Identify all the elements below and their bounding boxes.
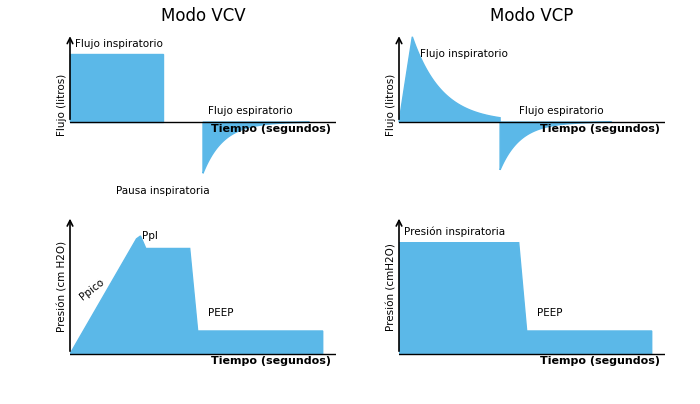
- Polygon shape: [500, 122, 612, 170]
- Text: Tiempo (segundos): Tiempo (segundos): [540, 356, 659, 366]
- Polygon shape: [399, 243, 652, 354]
- Title: Modo VCV: Modo VCV: [161, 7, 245, 25]
- Text: Ppico: Ppico: [78, 277, 106, 302]
- Text: Tiempo (segundos): Tiempo (segundos): [540, 124, 659, 135]
- Text: PEEP: PEEP: [538, 307, 563, 318]
- Text: Tiempo (segundos): Tiempo (segundos): [211, 356, 330, 366]
- Text: Flujo espiratorio: Flujo espiratorio: [519, 105, 603, 116]
- Text: Tiempo (segundos): Tiempo (segundos): [211, 124, 330, 135]
- Y-axis label: Presión (cmH2O): Presión (cmH2O): [386, 243, 396, 331]
- Polygon shape: [70, 54, 163, 122]
- Text: Flujo inspiratorio: Flujo inspiratorio: [420, 49, 508, 59]
- Y-axis label: Presión (cm H2O): Presión (cm H2O): [57, 241, 67, 332]
- Text: Presión inspiratoria: Presión inspiratoria: [405, 227, 505, 237]
- Polygon shape: [203, 122, 309, 173]
- Text: PEEP: PEEP: [209, 307, 234, 318]
- Text: Pausa inspiratoria: Pausa inspiratoria: [116, 186, 210, 196]
- Text: Flujo inspiratorio: Flujo inspiratorio: [76, 39, 163, 49]
- Y-axis label: Flujo (litros): Flujo (litros): [386, 74, 396, 136]
- Text: Flujo espiratorio: Flujo espiratorio: [209, 105, 293, 116]
- Title: Modo VCP: Modo VCP: [490, 7, 574, 25]
- Text: Ppl: Ppl: [142, 231, 158, 241]
- Polygon shape: [399, 37, 500, 122]
- Polygon shape: [70, 236, 323, 354]
- Y-axis label: Flujo (litros): Flujo (litros): [57, 74, 67, 136]
